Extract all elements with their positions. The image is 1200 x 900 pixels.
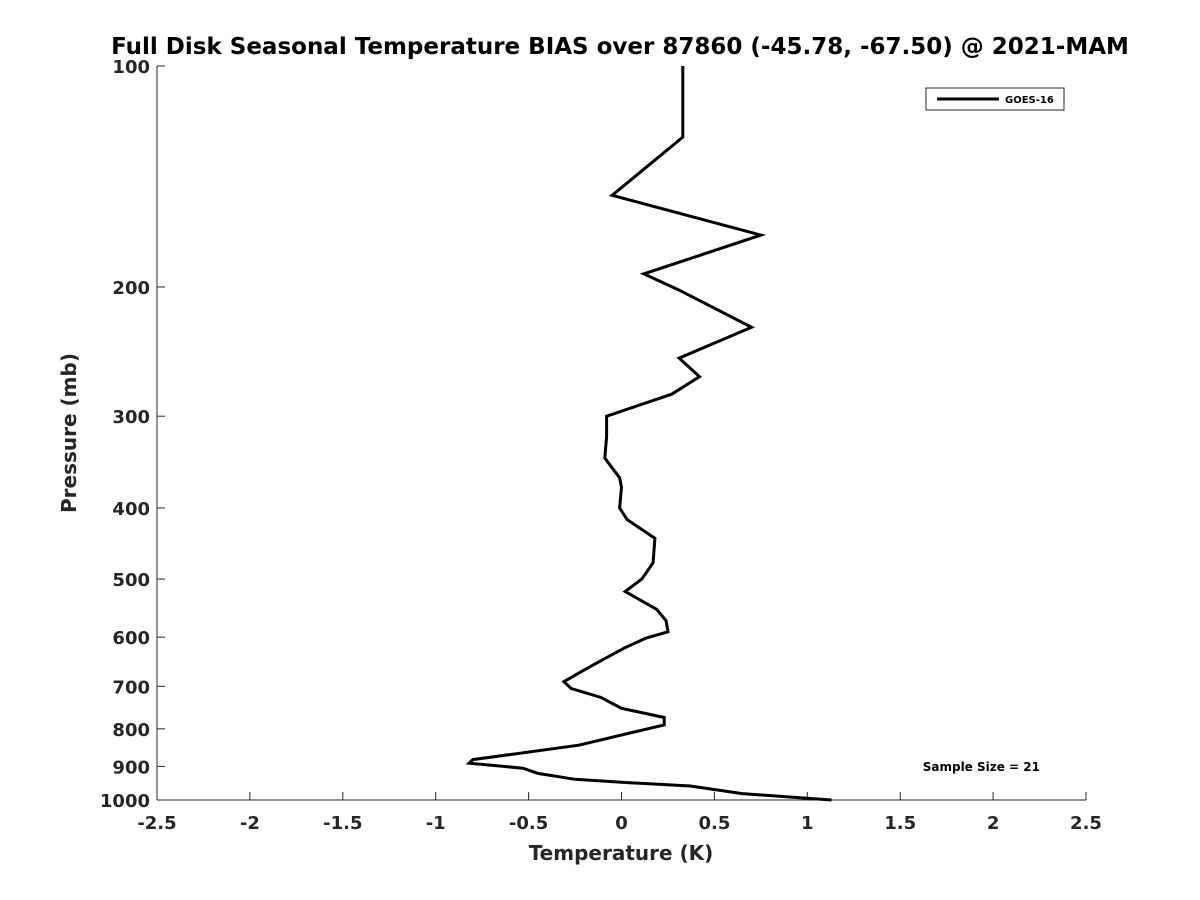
y-tick-label: 200 — [112, 278, 150, 299]
x-ticks: -2.5 -2 -1.5 -1 -0.5 0 0.5 1 1.5 2 2.5 — [137, 792, 1102, 834]
y-tick-label: 500 — [112, 570, 150, 591]
x-tick-label: -1 — [426, 813, 446, 834]
y-tick-label: 100 — [112, 57, 150, 78]
x-tick-label: -1.5 — [323, 813, 362, 834]
x-tick-label: -2 — [240, 813, 260, 834]
y-tick-label: 1000 — [100, 791, 150, 812]
y-tick-label: 800 — [112, 720, 150, 741]
x-tick-label: 0 — [615, 813, 628, 834]
y-tick-label: 400 — [112, 499, 150, 520]
y-tick-label: 600 — [112, 628, 150, 649]
legend-label-goes-16: GOES-16 — [1005, 95, 1054, 106]
y-axis-label: Pressure (mb) — [57, 353, 81, 513]
x-tick-label: 2.5 — [1070, 813, 1102, 834]
y-tick-label: 300 — [112, 407, 150, 428]
series-line-goes-16 — [465, 66, 832, 802]
chart-title: Full Disk Seasonal Temperature BIAS over… — [111, 34, 1129, 60]
x-axis-label: Temperature (K) — [529, 841, 714, 865]
y-ticks: 100 200 300 400 500 600 700 800 900 1000 — [100, 57, 165, 812]
x-tick-label: 2 — [987, 813, 1000, 834]
y-tick-label: 700 — [112, 677, 150, 698]
plot-area: -2.5 -2 -1.5 -1 -0.5 0 0.5 1 1.5 2 2.5 100 200 300 40… — [100, 57, 1102, 834]
y-tick-label: 900 — [112, 757, 150, 778]
x-tick-label: 1 — [801, 813, 814, 834]
series-layer — [465, 66, 832, 802]
x-tick-label: -0.5 — [509, 813, 548, 834]
legend: GOES-16 — [925, 87, 1065, 111]
x-tick-label: -2.5 — [137, 813, 176, 834]
sample-size-annotation: Sample Size = 21 — [923, 760, 1040, 774]
x-tick-label: 0.5 — [698, 813, 730, 834]
x-tick-label: 1.5 — [884, 813, 916, 834]
